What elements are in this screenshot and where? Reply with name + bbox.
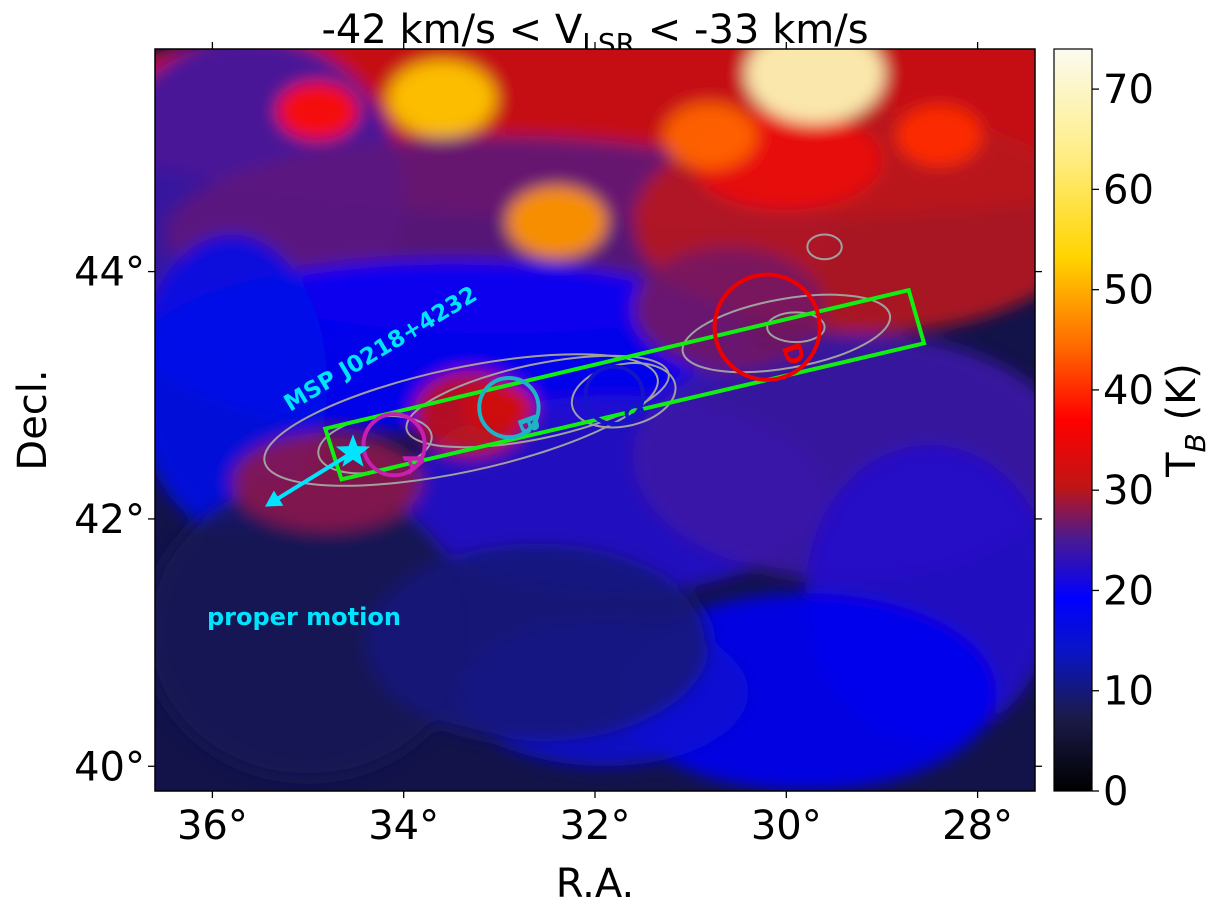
colorbar-frame <box>1053 48 1093 792</box>
x-tick-label: 36° <box>177 803 248 849</box>
x-axis: 36° 34° 32° 30° 28° <box>177 42 1013 849</box>
x-tick-label: 32° <box>560 803 631 849</box>
circle-a <box>361 412 427 478</box>
y-tick-label: 42° <box>74 497 145 543</box>
brightness-map: AB CD <box>155 49 1035 791</box>
chart-title: -42 km/s < VLSR < -33 km/s <box>321 7 868 60</box>
colorbar-tick-label: 20 <box>1103 568 1154 614</box>
map-patch-13 <box>231 432 423 532</box>
map-patch-12 <box>365 543 710 742</box>
map-patch-11 <box>155 481 471 779</box>
colorbar-tick-label: 40 <box>1103 368 1154 414</box>
x-tick-label: 34° <box>368 803 439 849</box>
contour-0 <box>263 353 659 487</box>
y-tick-label: 40° <box>74 744 145 790</box>
colorbar-tick-label: 10 <box>1103 669 1154 715</box>
proper-motion-label: proper motion <box>207 603 401 631</box>
hot-region-0 <box>387 59 497 138</box>
proper-motion-arrow <box>271 450 355 504</box>
colorbar-tick-label: 0 <box>1103 769 1128 815</box>
hot-region-4 <box>896 104 983 167</box>
contour-3 <box>681 293 892 374</box>
colorbar-tick-label: 60 <box>1103 167 1154 213</box>
y-axis: 40° 42° 44° <box>74 250 1042 790</box>
x-axis-label: R.A. <box>556 861 634 907</box>
colorbar <box>1054 49 1092 791</box>
hot-region-1 <box>506 186 608 259</box>
hot-region-5 <box>276 81 359 141</box>
pulsar-star-icon <box>335 434 371 467</box>
contour-5 <box>806 233 843 261</box>
x-tick-label: 28° <box>942 803 1013 849</box>
colorbar-label: TB (K) <box>1159 363 1211 478</box>
colorbar-tick-label: 70 <box>1103 67 1154 113</box>
y-tick-label: 44° <box>74 250 145 296</box>
y-axis-label: Decl. <box>10 369 56 470</box>
colorbar-ticks: 0 10 20 30 40 50 60 70 <box>1092 67 1154 815</box>
map-patch-14 <box>633 246 825 371</box>
source-circles: AB CD <box>361 272 822 478</box>
colorbar-tick-label: 50 <box>1103 268 1154 314</box>
map-field <box>155 49 1035 791</box>
pulsar-layer <box>265 434 371 507</box>
circle-d <box>712 272 822 382</box>
contour-4 <box>766 311 826 344</box>
colorbar-tick-label: 30 <box>1103 468 1154 514</box>
arrow-head <box>265 490 284 507</box>
x-tick-label: 30° <box>751 803 822 849</box>
circle-b <box>477 375 541 440</box>
hot-region-2 <box>745 49 885 124</box>
circle-c <box>583 364 645 426</box>
hot-region-3 <box>662 102 757 169</box>
